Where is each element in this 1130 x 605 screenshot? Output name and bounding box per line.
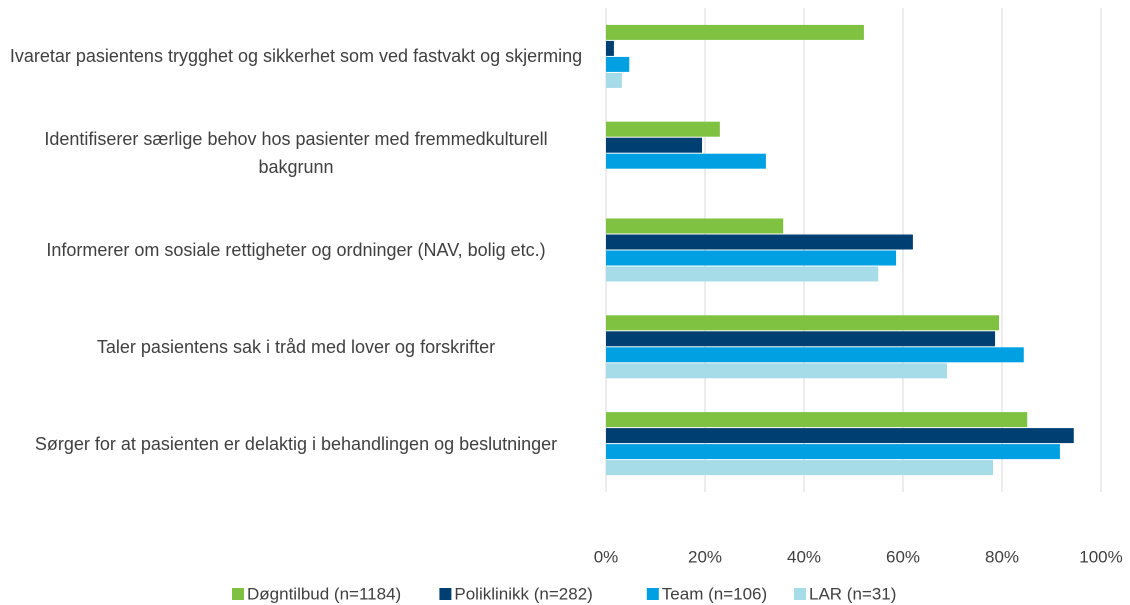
- bar: [606, 250, 897, 266]
- bar: [606, 347, 1024, 363]
- category-label: Identifiserer særlige behov hos pasiente…: [44, 129, 548, 178]
- x-tick-label: 20%: [688, 547, 722, 566]
- bar: [606, 266, 879, 282]
- bar: [606, 218, 784, 234]
- bar: [606, 315, 1000, 331]
- bar: [606, 56, 630, 72]
- category-label: Ivaretar pasientens trygghet og sikkerhe…: [9, 46, 583, 67]
- bar: [606, 40, 614, 56]
- category-label: Taler pasientens sak i tråd med lover og…: [96, 336, 496, 357]
- bar: [606, 234, 913, 250]
- bar: [606, 444, 1060, 460]
- bar: [606, 428, 1074, 444]
- legend-swatch: [439, 588, 452, 600]
- bar: [606, 363, 948, 379]
- legend-label: Poliklinikk (n=282): [454, 584, 592, 603]
- legend-label: Team (n=106): [662, 584, 767, 603]
- legend-swatch: [232, 588, 244, 600]
- bar: [606, 153, 766, 169]
- bar: [606, 137, 703, 153]
- bar: [606, 121, 720, 137]
- x-tick-label: 80%: [985, 547, 1019, 566]
- x-tick-label: 60%: [886, 547, 920, 566]
- bar: [606, 331, 996, 347]
- x-tick-label: 40%: [787, 547, 821, 566]
- legend-label: LAR (n=31): [809, 584, 896, 603]
- legend-swatch: [794, 588, 806, 600]
- legend-label: Døgntilbud (n=1184): [247, 584, 401, 603]
- x-tick-label: 0%: [594, 547, 619, 566]
- legend-swatch: [646, 588, 659, 600]
- bar: [606, 460, 994, 476]
- bar: [606, 72, 622, 88]
- bar: [606, 412, 1028, 428]
- bar: [606, 24, 864, 40]
- category-label: Sørger for at pasienten er delaktig i be…: [34, 433, 558, 454]
- category-label: Informerer om sosiale rettigheter og ord…: [46, 240, 546, 260]
- x-tick-label: 100%: [1079, 547, 1122, 566]
